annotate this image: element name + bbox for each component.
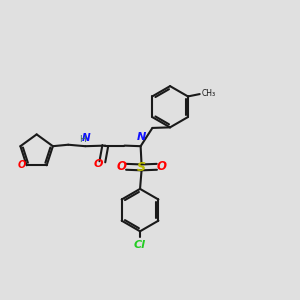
Text: Cl: Cl: [134, 239, 146, 250]
Text: N: N: [82, 133, 91, 143]
Text: S: S: [137, 161, 146, 174]
Text: CH₃: CH₃: [202, 89, 216, 98]
Text: O: O: [17, 160, 26, 170]
Text: O: O: [116, 160, 127, 173]
Text: N: N: [136, 132, 146, 142]
Text: O: O: [157, 160, 166, 173]
Text: O: O: [94, 159, 104, 169]
Text: H: H: [79, 135, 86, 144]
